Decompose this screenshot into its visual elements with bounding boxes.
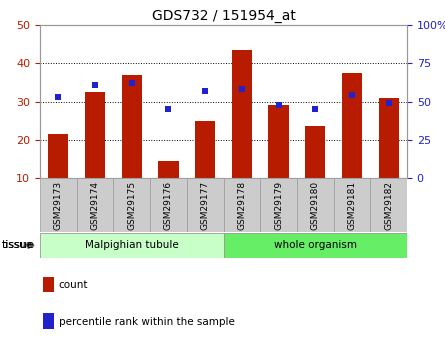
- Bar: [150, 178, 187, 232]
- Bar: [40, 178, 77, 232]
- Bar: [195, 121, 215, 178]
- Text: GSM29179: GSM29179: [274, 181, 283, 230]
- Bar: [40, 233, 223, 258]
- Bar: [121, 75, 142, 178]
- Text: GSM29177: GSM29177: [201, 181, 210, 230]
- Bar: [305, 126, 325, 178]
- Bar: [334, 178, 370, 232]
- Text: GSM29181: GSM29181: [348, 181, 356, 230]
- Bar: [370, 178, 407, 232]
- Text: GSM29174: GSM29174: [90, 181, 100, 230]
- Bar: [43, 313, 54, 329]
- Bar: [77, 178, 113, 232]
- Bar: [223, 178, 260, 232]
- Text: tissue: tissue: [2, 240, 33, 250]
- Text: Malpighian tubule: Malpighian tubule: [85, 240, 178, 250]
- Bar: [268, 105, 289, 178]
- Bar: [113, 178, 150, 232]
- Bar: [223, 233, 407, 258]
- Text: GSM29173: GSM29173: [54, 181, 63, 230]
- Bar: [342, 73, 362, 178]
- Text: GSM29180: GSM29180: [311, 181, 320, 230]
- Bar: [260, 178, 297, 232]
- Bar: [379, 98, 399, 178]
- Text: GSM29182: GSM29182: [384, 181, 393, 230]
- Bar: [232, 50, 252, 178]
- Text: tissue: tissue: [2, 240, 35, 250]
- Text: whole organism: whole organism: [274, 240, 357, 250]
- Bar: [158, 161, 178, 178]
- Text: percentile rank within the sample: percentile rank within the sample: [59, 317, 235, 327]
- Text: GSM29176: GSM29176: [164, 181, 173, 230]
- Bar: [48, 134, 69, 178]
- Bar: [187, 178, 223, 232]
- Bar: [85, 92, 105, 178]
- Text: GSM29175: GSM29175: [127, 181, 136, 230]
- Text: count: count: [59, 280, 88, 290]
- Title: GDS732 / 151954_at: GDS732 / 151954_at: [152, 9, 295, 22]
- Bar: [297, 178, 334, 232]
- Text: GSM29178: GSM29178: [237, 181, 247, 230]
- Bar: [43, 277, 54, 293]
